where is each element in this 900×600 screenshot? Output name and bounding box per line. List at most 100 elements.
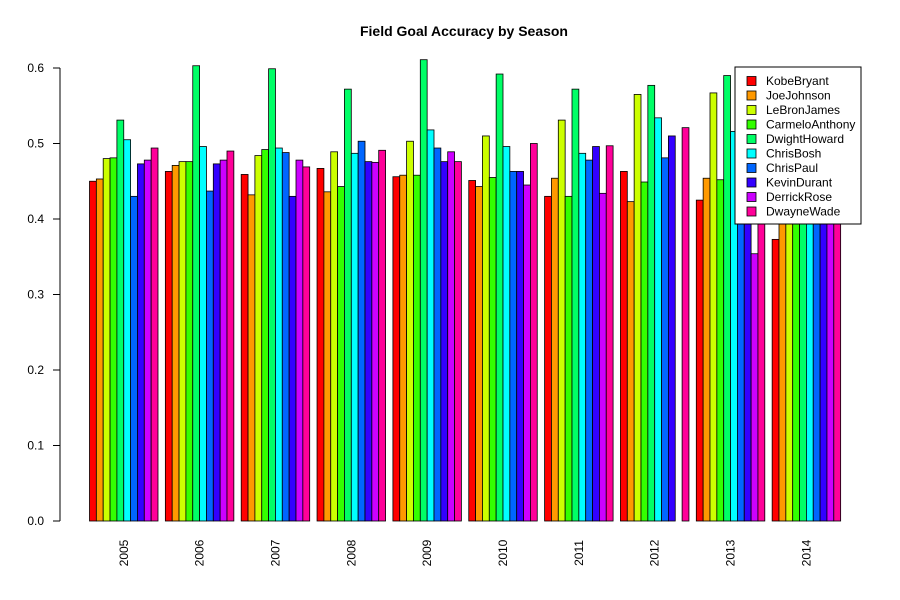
bar-ChrisPaul-2008 xyxy=(357,140,366,522)
x-tick-label: 2009 xyxy=(420,539,434,566)
bar-KevinDurant-2008 xyxy=(364,161,373,522)
bar-DwightHoward-2005 xyxy=(116,119,125,522)
x-tick-label: 2008 xyxy=(344,539,358,566)
bar-ChrisBosh-2008 xyxy=(350,152,359,522)
y-tick-label: 0.2 xyxy=(27,363,44,377)
bar-JoeJohnson-2006 xyxy=(171,164,180,522)
bar-ChrisPaul-2009 xyxy=(433,147,442,522)
bar-JoeJohnson-2010 xyxy=(475,186,483,522)
bar-CarmeloAnthony-2007 xyxy=(261,149,269,522)
legend-swatch xyxy=(746,76,757,86)
y-tick-label: 0.6 xyxy=(27,61,44,75)
bar-JoeJohnson-2012 xyxy=(626,201,635,522)
bar-ChrisBosh-2011 xyxy=(578,152,587,522)
bar-LeBronJames-2010 xyxy=(482,135,490,522)
bar-CarmeloAnthony-2013 xyxy=(716,179,725,522)
bar-DwightHoward-2010 xyxy=(495,73,504,522)
legend-swatch xyxy=(746,105,757,115)
bar-ChrisBosh-2009 xyxy=(426,129,435,522)
x-tick-label: 2012 xyxy=(648,539,662,566)
bar-LeBronJames-2012 xyxy=(633,94,642,522)
bar-CarmeloAnthony-2008 xyxy=(337,186,345,522)
bar-KobeBryant-2010 xyxy=(468,180,476,522)
bar-KevinDurant-2011 xyxy=(592,146,600,522)
bar-DwayneWade-2011 xyxy=(605,145,614,522)
bar-ChrisBosh-2005 xyxy=(123,139,131,522)
bar-CarmeloAnthony-2010 xyxy=(488,177,497,522)
chart-title: Field Goal Accuracy by Season xyxy=(360,23,568,39)
bar-JoeJohnson-2008 xyxy=(323,191,332,522)
y-tick-label: 0.5 xyxy=(27,137,44,151)
bar-KobeBryant-2012 xyxy=(620,171,628,522)
bar-LeBronJames-2009 xyxy=(406,140,414,522)
legend: KobeBryantJoeJohnsonLeBronJamesCarmeloAn… xyxy=(734,66,862,225)
bar-DwightHoward-2011 xyxy=(571,88,580,522)
bar-KevinDurant-2005 xyxy=(137,163,145,522)
bar-CarmeloAnthony-2006 xyxy=(185,161,194,522)
bar-JoeJohnson-2005 xyxy=(95,178,104,522)
bar-KobeBryant-2009 xyxy=(392,176,401,522)
y-tick-label: 0.1 xyxy=(27,439,44,453)
legend-label: DerrickRose xyxy=(766,190,832,204)
bar-DwayneWade-2012 xyxy=(681,127,690,522)
legend-label: LeBronJames xyxy=(766,103,840,117)
bar-KobeBryant-2007 xyxy=(240,174,249,522)
bar-KobeBryant-2014 xyxy=(771,238,780,522)
legend-label: ChrisBosh xyxy=(766,147,821,161)
bar-DwightHoward-2013 xyxy=(723,75,731,522)
bar-DerrickRose-2010 xyxy=(523,184,531,522)
bar-JoeJohnson-2013 xyxy=(702,177,711,522)
bar-CarmeloAnthony-2011 xyxy=(564,195,573,522)
bar-JoeJohnson-2009 xyxy=(399,174,407,522)
bar-KevinDurant-2012 xyxy=(668,135,676,522)
bar-KobeBryant-2011 xyxy=(544,195,552,522)
bar-DwayneWade-2008 xyxy=(378,149,386,522)
bar-DwightHoward-2012 xyxy=(647,84,656,522)
bar-ChrisBosh-2010 xyxy=(502,146,511,522)
x-tick-label: 2013 xyxy=(724,539,738,566)
bar-DerrickRose-2014 xyxy=(826,214,835,522)
legend-swatch xyxy=(746,119,757,130)
bar-CarmeloAnthony-2014 xyxy=(792,185,800,522)
x-axis-labels: 2005 2006 2007 2008 2009 2010 2011 2012 2013 2014 xyxy=(117,539,814,566)
bar-CarmeloAnthony-2009 xyxy=(413,174,421,522)
bar-KevinDurant-2009 xyxy=(440,161,449,522)
legend-swatch xyxy=(746,148,757,159)
bar-JoeJohnson-2014 xyxy=(778,211,787,522)
bar-ChrisPaul-2006 xyxy=(206,190,214,522)
legend-swatch xyxy=(746,134,757,144)
legend-label: JoeJohnson xyxy=(766,89,831,103)
x-tick-label: 2007 xyxy=(268,539,282,566)
bar-KobeBryant-2013 xyxy=(695,199,704,522)
bar-DerrickRose-2013 xyxy=(750,253,759,522)
legend-label: DwightHoward xyxy=(766,132,844,146)
bar-CarmeloAnthony-2005 xyxy=(109,157,118,522)
bar-ChrisPaul-2005 xyxy=(130,195,138,522)
x-tick-label: 2006 xyxy=(193,539,207,566)
bar-DerrickRose-2009 xyxy=(447,151,455,522)
bar-LeBronJames-2006 xyxy=(178,161,187,522)
x-tick-label: 2014 xyxy=(799,539,813,566)
bar-DerrickRose-2006 xyxy=(219,159,228,522)
bar-ChrisPaul-2012 xyxy=(661,157,669,522)
x-tick-label: 2011 xyxy=(572,540,586,566)
bar-KevinDurant-2006 xyxy=(212,163,221,522)
bar-DwayneWade-2006 xyxy=(226,150,235,522)
y-tick-label: 0.0 xyxy=(27,514,44,528)
bar-DerrickRose-2005 xyxy=(143,159,152,522)
bar-KevinDurant-2007 xyxy=(288,195,297,522)
bar-ChrisBosh-2012 xyxy=(654,117,662,522)
bar-CarmeloAnthony-2012 xyxy=(640,181,649,522)
bar-JoeJohnson-2011 xyxy=(551,177,559,522)
legend-swatch xyxy=(746,206,757,217)
bar-DerrickRose-2008 xyxy=(371,161,380,522)
y-tick-label: 0.3 xyxy=(27,288,44,302)
bar-ChrisBosh-2006 xyxy=(199,146,207,522)
bar-LeBronJames-2008 xyxy=(330,151,338,522)
bar-DwayneWade-2005 xyxy=(150,147,159,522)
x-tick-label: 2010 xyxy=(496,539,510,566)
bar-ChrisPaul-2011 xyxy=(585,159,593,522)
bar-DwayneWade-2009 xyxy=(454,161,462,522)
legend-label: DwayneWade xyxy=(766,205,841,219)
bar-DwightHoward-2008 xyxy=(344,88,352,522)
